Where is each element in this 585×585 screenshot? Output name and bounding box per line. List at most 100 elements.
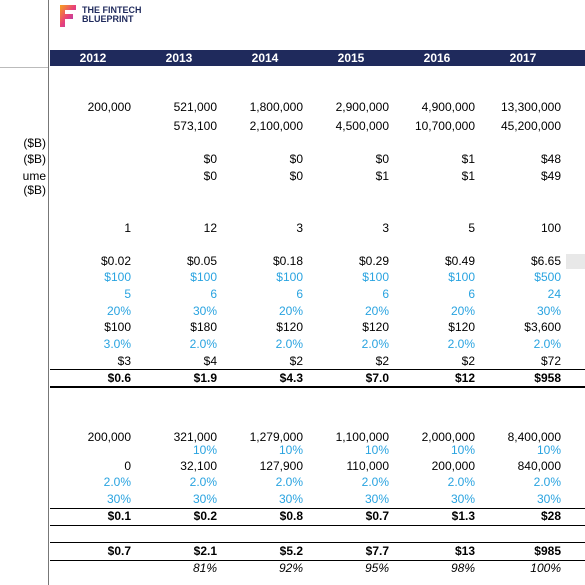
table-cell: 20% bbox=[364, 304, 389, 318]
table-cell: 6 bbox=[210, 287, 217, 301]
row-label: ($B) bbox=[23, 136, 46, 150]
table-cell: 32,100 bbox=[180, 459, 217, 473]
table-cell: 5 bbox=[124, 287, 131, 301]
table-cell: 10% bbox=[536, 443, 561, 457]
table-cell: $3 bbox=[117, 354, 131, 368]
table-cell: 2.0% bbox=[189, 475, 217, 489]
table-cell: $0.7 bbox=[365, 509, 389, 523]
table-cell: 1,279,000 bbox=[249, 430, 303, 444]
table-cell: $2.1 bbox=[193, 544, 217, 558]
table-cell: 10,700,000 bbox=[414, 119, 475, 133]
table-cell: 6 bbox=[468, 287, 475, 301]
table-cell: 1 bbox=[124, 221, 131, 235]
table-cell: 92% bbox=[278, 561, 303, 575]
table-cell: 30% bbox=[450, 492, 475, 506]
table-cell: $0.2 bbox=[193, 509, 217, 523]
table-cell: 100 bbox=[540, 221, 561, 235]
table-cell: $1 bbox=[461, 152, 475, 166]
table-cell: 0 bbox=[124, 459, 131, 473]
table-cell: $1.9 bbox=[193, 371, 217, 385]
table-cell: 10% bbox=[450, 443, 475, 457]
table-cell: $2 bbox=[375, 354, 389, 368]
table-cell: 2,100,000 bbox=[249, 119, 303, 133]
table-cell: $13 bbox=[454, 544, 475, 558]
table-cell: $12 bbox=[454, 371, 475, 385]
table-cell: 2.0% bbox=[103, 475, 131, 489]
table-cell: 6 bbox=[296, 287, 303, 301]
border-line bbox=[50, 508, 585, 509]
table-cell: $180 bbox=[190, 320, 217, 334]
table-cell: $4 bbox=[203, 354, 217, 368]
column-header: 2012 bbox=[79, 51, 107, 65]
table-cell: $100 bbox=[276, 270, 303, 284]
table-cell: 10% bbox=[364, 443, 389, 457]
table-cell: $0 bbox=[375, 152, 389, 166]
column-header: 2015 bbox=[337, 51, 365, 65]
table-cell: $5.2 bbox=[279, 544, 303, 558]
row-label: ume ($B) bbox=[22, 169, 46, 197]
table-cell: 2.0% bbox=[361, 475, 389, 489]
table-cell: $0 bbox=[203, 169, 217, 183]
table-cell: 200,000 bbox=[87, 430, 131, 444]
table-cell: $6.65 bbox=[530, 254, 561, 268]
table-cell: $7.7 bbox=[365, 544, 389, 558]
logo-text: THE FINTECH BLUEPRINT bbox=[82, 6, 142, 24]
left-rule bbox=[0, 67, 48, 68]
table-cell: $985 bbox=[534, 544, 561, 558]
table-cell: 3.0% bbox=[103, 337, 131, 351]
table-cell: $0.29 bbox=[358, 254, 389, 268]
table-cell: $100 bbox=[190, 270, 217, 284]
table-cell: $100 bbox=[104, 270, 131, 284]
table-cell: $120 bbox=[362, 320, 389, 334]
table-cell: 2,900,000 bbox=[335, 100, 389, 114]
table-cell: $958 bbox=[534, 371, 561, 385]
header-bar bbox=[50, 50, 585, 66]
table-cell: $0 bbox=[289, 169, 303, 183]
table-cell: 2.0% bbox=[275, 475, 303, 489]
table-cell: $1.3 bbox=[451, 509, 475, 523]
table-cell: 95% bbox=[364, 561, 389, 575]
table-cell: 100% bbox=[530, 561, 561, 575]
table-cell: $120 bbox=[276, 320, 303, 334]
table-cell: 30% bbox=[364, 492, 389, 506]
table-cell: 98% bbox=[450, 561, 475, 575]
table-cell: 30% bbox=[192, 492, 217, 506]
column-header: 2013 bbox=[165, 51, 193, 65]
table-cell: $0.18 bbox=[272, 254, 303, 268]
table-cell: 2.0% bbox=[533, 475, 561, 489]
table-cell: 2.0% bbox=[189, 337, 217, 351]
table-cell: 45,200,000 bbox=[500, 119, 561, 133]
column-header: 2017 bbox=[509, 51, 537, 65]
border-line bbox=[50, 560, 585, 561]
table-cell: 1,800,000 bbox=[249, 100, 303, 114]
table-cell: 2.0% bbox=[447, 475, 475, 489]
table-cell: 12 bbox=[203, 221, 217, 235]
table-cell: 2.0% bbox=[361, 337, 389, 351]
table-cell: $0.8 bbox=[279, 509, 303, 523]
table-cell: 6 bbox=[382, 287, 389, 301]
table-cell: 2.0% bbox=[447, 337, 475, 351]
table-cell: 30% bbox=[536, 492, 561, 506]
table-cell: $0.1 bbox=[107, 509, 131, 523]
table-cell: 30% bbox=[106, 492, 131, 506]
table-cell: 30% bbox=[278, 492, 303, 506]
table-cell: 521,000 bbox=[173, 100, 217, 114]
table-cell: 200,000 bbox=[87, 100, 131, 114]
table-cell: 1,100,000 bbox=[335, 430, 389, 444]
table-cell: $0.7 bbox=[107, 544, 131, 558]
table-cell: 2,000,000 bbox=[421, 430, 475, 444]
column-header: 2016 bbox=[423, 51, 451, 65]
border-line bbox=[50, 386, 585, 388]
table-cell: 110,000 bbox=[346, 459, 390, 473]
table-cell: $0.6 bbox=[107, 371, 131, 385]
row-label: ($B) bbox=[23, 152, 46, 166]
table-cell: 10% bbox=[278, 443, 303, 457]
table-cell: $100 bbox=[448, 270, 475, 284]
table-cell: 5 bbox=[468, 221, 475, 235]
table-cell: $3,600 bbox=[524, 320, 561, 334]
table-cell: 127,900 bbox=[259, 459, 303, 473]
border-line bbox=[50, 542, 585, 543]
table-cell: $100 bbox=[104, 320, 131, 334]
table-cell: $1 bbox=[375, 169, 389, 183]
logo-line: THE FINTECH bbox=[82, 5, 142, 15]
